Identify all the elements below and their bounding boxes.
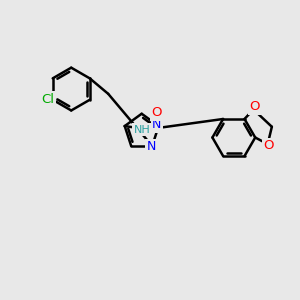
Text: NH: NH — [134, 124, 151, 135]
Text: O: O — [264, 139, 274, 152]
Text: O: O — [249, 100, 260, 113]
Text: N: N — [146, 140, 156, 153]
Text: N: N — [152, 118, 161, 131]
Text: O: O — [152, 106, 162, 119]
Text: Cl: Cl — [41, 93, 54, 106]
